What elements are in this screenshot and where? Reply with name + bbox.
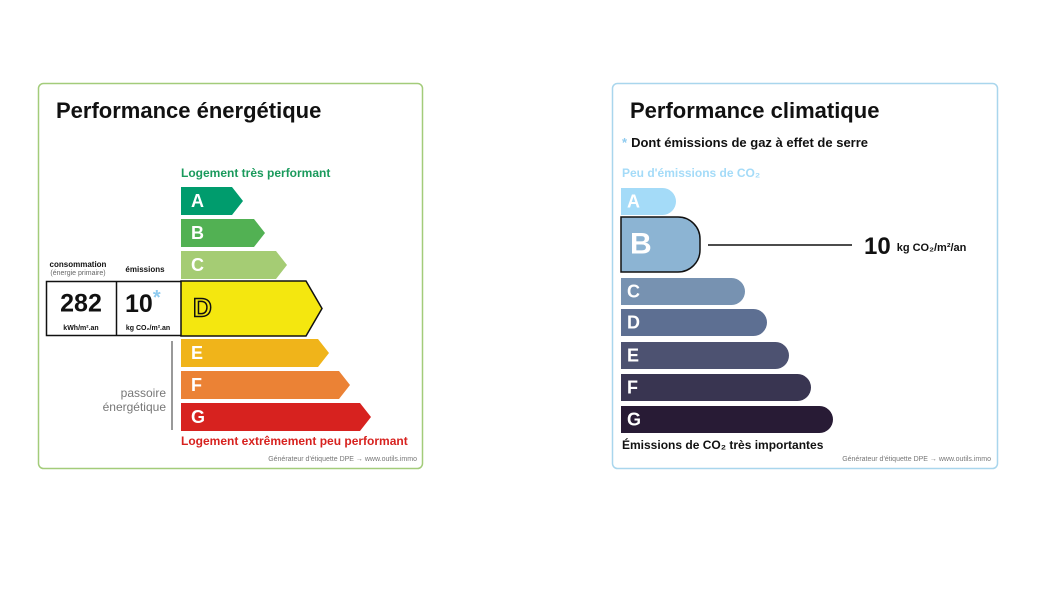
energy-class-letter: G <box>191 407 205 427</box>
energy-class-letter: D <box>193 292 212 322</box>
energy-class-letter: A <box>191 191 204 211</box>
climate-panel <box>611 82 999 470</box>
climate-class-bar <box>621 188 676 215</box>
energy-top-label: Logement très performant <box>181 166 330 180</box>
emissions-value: 10 <box>125 290 153 318</box>
climate-class-letter: G <box>627 409 641 429</box>
consumption-unit: kWh/m².an <box>63 325 98 332</box>
emissions-unit: kg CO₂/m².an <box>126 325 170 332</box>
energy-class-letter: B <box>191 223 204 243</box>
energy-title: Performance énergétique <box>56 98 321 123</box>
climate-class-letter: E <box>627 345 639 365</box>
climate-class-bar <box>621 374 811 401</box>
emissions-value-line: 10* <box>125 287 161 317</box>
note-star: * <box>622 135 628 150</box>
climate-value-line: 10 kg CO₂/m²/an <box>864 233 967 260</box>
climate-class-letter: D <box>627 312 640 332</box>
energy-class-bar <box>181 219 265 247</box>
consumption-value: 282 <box>60 290 102 318</box>
climate-class-bar <box>621 278 745 305</box>
passoire-text: énergétique <box>103 400 167 414</box>
climate-note-line: * Dont émissions de gaz à effet de serre <box>622 135 868 150</box>
climate-class-letter: B <box>630 227 652 260</box>
consumption-sub: (énergie primaire) <box>50 270 105 277</box>
climate-class-letter: F <box>627 377 638 397</box>
climate-note: Dont émissions de gaz à effet de serre <box>631 135 868 150</box>
climate-footer: Générateur d'étiquette DPE → www.outils.… <box>842 456 991 463</box>
climate-value: 10 <box>864 233 891 260</box>
energy-class-bar <box>181 251 287 279</box>
energy-class-bar <box>181 187 243 215</box>
energy-class-bar <box>181 403 371 431</box>
climate-class-bar <box>621 309 767 336</box>
climate-class-bar <box>621 342 789 369</box>
climate-class-bar <box>620 216 701 273</box>
energy-class-bar <box>180 280 323 337</box>
value-box <box>45 280 183 337</box>
emissions-star: * <box>153 287 161 309</box>
energy-class-bar <box>181 339 329 367</box>
climate-class-letter: C <box>627 281 640 301</box>
climate-class-bar <box>621 406 833 433</box>
climate-title: Performance climatique <box>630 98 879 123</box>
consumption-label: consommation <box>50 260 107 269</box>
energy-class-letter: F <box>191 375 202 395</box>
energy-class-letter: C <box>191 255 204 275</box>
energy-footer: Générateur d'étiquette DPE → www.outils.… <box>268 456 417 463</box>
energy-class-bar <box>181 371 350 399</box>
passoire-text: passoire <box>121 386 167 400</box>
energy-class-letter: E <box>191 343 203 363</box>
climate-unit: kg CO₂/m²/an <box>897 242 967 254</box>
climate-class-letter: A <box>627 191 640 211</box>
energy-bottom-label: Logement extrêmement peu performant <box>181 434 408 448</box>
emissions-label: émissions <box>125 265 165 274</box>
climate-top-label: Peu d'émissions de CO₂ <box>622 166 760 180</box>
climate-bottom-label: Émissions de CO₂ très importantes <box>622 437 824 452</box>
